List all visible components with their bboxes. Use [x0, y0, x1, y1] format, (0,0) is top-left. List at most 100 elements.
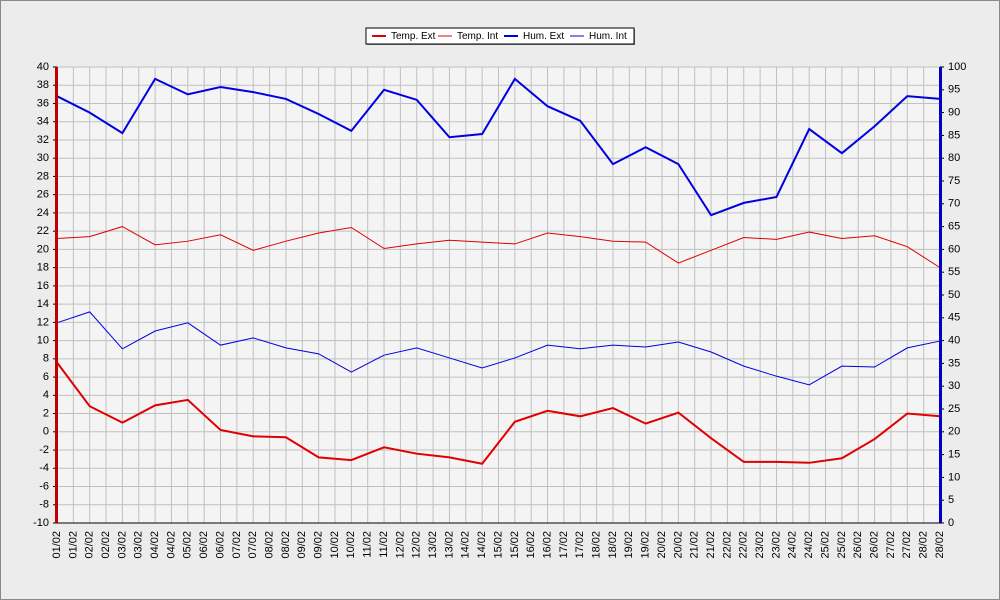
y-tick-label: 0 [43, 426, 49, 438]
y-tick-label: 12 [37, 316, 49, 328]
x-tick-label: 13/02 [427, 531, 439, 559]
y2-tick-label: 65 [948, 221, 960, 233]
lines [56, 77, 941, 465]
x-tick-label: 25/02 [819, 531, 831, 559]
y2-tick-label: 0 [948, 517, 954, 529]
x-tick-label: 19/02 [623, 531, 635, 559]
legend-label: Hum. Ext [523, 31, 564, 42]
y-tick-label: 10 [37, 335, 49, 347]
x-tick-label: 20/02 [672, 531, 684, 559]
x-tick-label: 01/02 [67, 531, 79, 559]
y-tick-label: -4 [39, 462, 49, 474]
y-tick-label: 24 [37, 207, 49, 219]
x-tick-label: 28/02 [934, 531, 946, 559]
y2-tick-label: 5 [948, 494, 954, 506]
y-tick-label: 34 [37, 116, 49, 128]
x-tick-label: 11/02 [378, 531, 390, 558]
x-tick-label: 21/02 [705, 531, 717, 559]
y-tick-label: 40 [37, 61, 49, 73]
axes: -10-8-6-4-202468101214161820222426283032… [33, 61, 966, 559]
x-tick-label: 16/02 [525, 531, 537, 559]
x-tick-label: 27/02 [885, 531, 897, 559]
y-tick-label: 36 [37, 97, 49, 109]
y2-tick-label: 40 [948, 335, 960, 347]
x-tick-label: 14/02 [460, 531, 472, 559]
y2-tick-label: 25 [948, 403, 960, 415]
legend-box [365, 27, 635, 45]
y-tick-label: 30 [37, 152, 49, 164]
x-tick-label: 01/02 [51, 531, 63, 559]
y2-tick-label: 35 [948, 357, 960, 369]
x-tick-label: 04/02 [165, 531, 177, 559]
x-tick-label: 17/02 [574, 531, 586, 559]
series-line [56, 361, 941, 465]
x-tick-label: 02/02 [84, 531, 96, 559]
y2-tick-label: 85 [948, 129, 960, 141]
x-tick-label: 09/02 [296, 531, 308, 559]
x-tick-label: 17/02 [558, 531, 570, 559]
x-tick-label: 27/02 [901, 531, 913, 559]
x-tick-label: 07/02 [247, 531, 259, 559]
x-tick-label: 10/02 [345, 531, 357, 559]
y2-tick-label: 15 [948, 449, 960, 461]
x-tick-label: 24/02 [803, 531, 815, 559]
y-tick-label: -6 [39, 480, 49, 492]
x-tick-label: 11/02 [362, 531, 374, 558]
x-tick-label: 02/02 [100, 531, 112, 559]
y2-tick-label: 30 [948, 380, 960, 392]
x-tick-label: 26/02 [852, 531, 864, 559]
y-tick-label: -8 [39, 499, 49, 511]
x-tick-label: 03/02 [133, 531, 145, 559]
legend: Temp. Ext Temp. Int Hum. Ext Hum. Int [365, 27, 635, 45]
x-tick-label: 19/02 [640, 531, 652, 559]
x-tick-label: 23/02 [754, 531, 766, 559]
y-tick-label: 18 [37, 262, 49, 274]
x-tick-label: 21/02 [689, 531, 701, 559]
y2-tick-label: 50 [948, 289, 960, 301]
series-line [56, 226, 941, 269]
x-tick-label: 18/02 [607, 531, 619, 559]
y2-tick-label: 100 [948, 61, 966, 73]
grid [56, 66, 941, 524]
y-tick-label: 2 [43, 407, 49, 419]
x-tick-label: 15/02 [509, 531, 521, 559]
x-tick-label: 13/02 [443, 531, 455, 559]
y2-tick-label: 20 [948, 426, 960, 438]
x-tick-label: 28/02 [918, 531, 930, 559]
series-line [56, 77, 941, 217]
x-tick-label: 05/02 [182, 531, 194, 559]
x-tick-label: 20/02 [656, 531, 668, 559]
y-tick-label: 22 [37, 225, 49, 237]
x-tick-label: 24/02 [787, 531, 799, 559]
y-tick-label: 28 [37, 170, 49, 182]
x-tick-label: 06/02 [198, 531, 210, 559]
x-tick-label: 08/02 [280, 531, 292, 559]
y-tick-label: 4 [43, 389, 49, 401]
y2-tick-label: 70 [948, 198, 960, 210]
y2-tick-label: 90 [948, 107, 960, 119]
y-tick-label: 6 [43, 371, 49, 383]
y2-tick-label: 55 [948, 266, 960, 278]
x-tick-label: 16/02 [541, 531, 553, 559]
x-tick-label: 07/02 [231, 531, 243, 559]
legend-label: Temp. Int [457, 31, 498, 42]
x-tick-label: 08/02 [263, 531, 275, 559]
x-tick-label: 22/02 [721, 531, 733, 559]
right-axis [939, 67, 942, 523]
x-tick-label: 12/02 [394, 531, 406, 559]
x-tick-label: 25/02 [836, 531, 848, 559]
x-tick-label: 09/02 [313, 531, 325, 559]
y2-tick-label: 60 [948, 243, 960, 255]
x-tick-label: 10/02 [329, 531, 341, 559]
left-axis [55, 67, 58, 523]
y-tick-label: 26 [37, 189, 49, 201]
y-tick-label: -2 [39, 444, 49, 456]
y2-tick-label: 75 [948, 175, 960, 187]
legend-label: Hum. Int [589, 31, 627, 42]
x-tick-label: 04/02 [149, 531, 161, 559]
x-tick-label: 03/02 [116, 531, 128, 559]
x-tick-label: 14/02 [476, 531, 488, 559]
y2-tick-label: 45 [948, 312, 960, 324]
